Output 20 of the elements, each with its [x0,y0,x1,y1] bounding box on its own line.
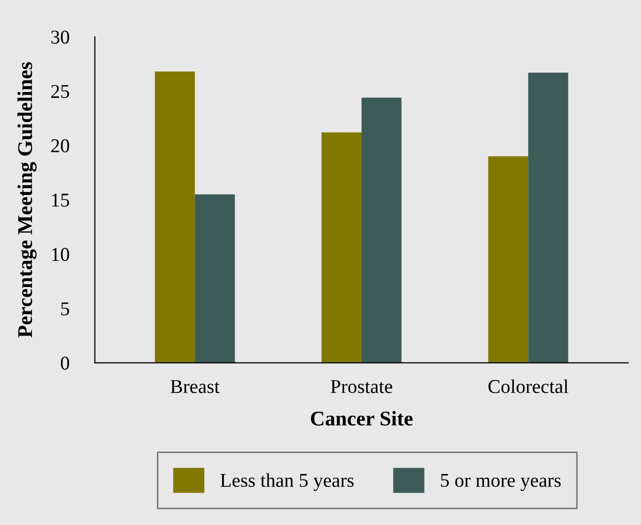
x-axis-title: Cancer Site [310,410,413,426]
bar [488,156,528,363]
bar [528,72,568,363]
y-tick-label: 10 [52,248,70,262]
legend-label: 5 or more years [441,474,561,491]
bar [322,132,362,363]
bar [194,194,235,363]
x-tick-label: Colorectal [488,379,568,394]
y-axis-title: Percentage Meeting Guidelines [17,62,37,338]
bar [154,72,195,363]
y-tick-label: 30 [51,30,70,44]
y-tick-label: 15 [52,194,70,207]
legend-label: Less than 5 years [220,473,354,491]
x-tick-label: Breast [170,380,220,394]
bar [362,98,402,363]
y-tick-label: 0 [60,356,70,370]
x-tick-label: Prostate [330,380,392,394]
y-tick-label: 20 [51,139,70,152]
y-tick-label: 25 [51,84,70,98]
y-tick-label: 5 [61,302,70,316]
